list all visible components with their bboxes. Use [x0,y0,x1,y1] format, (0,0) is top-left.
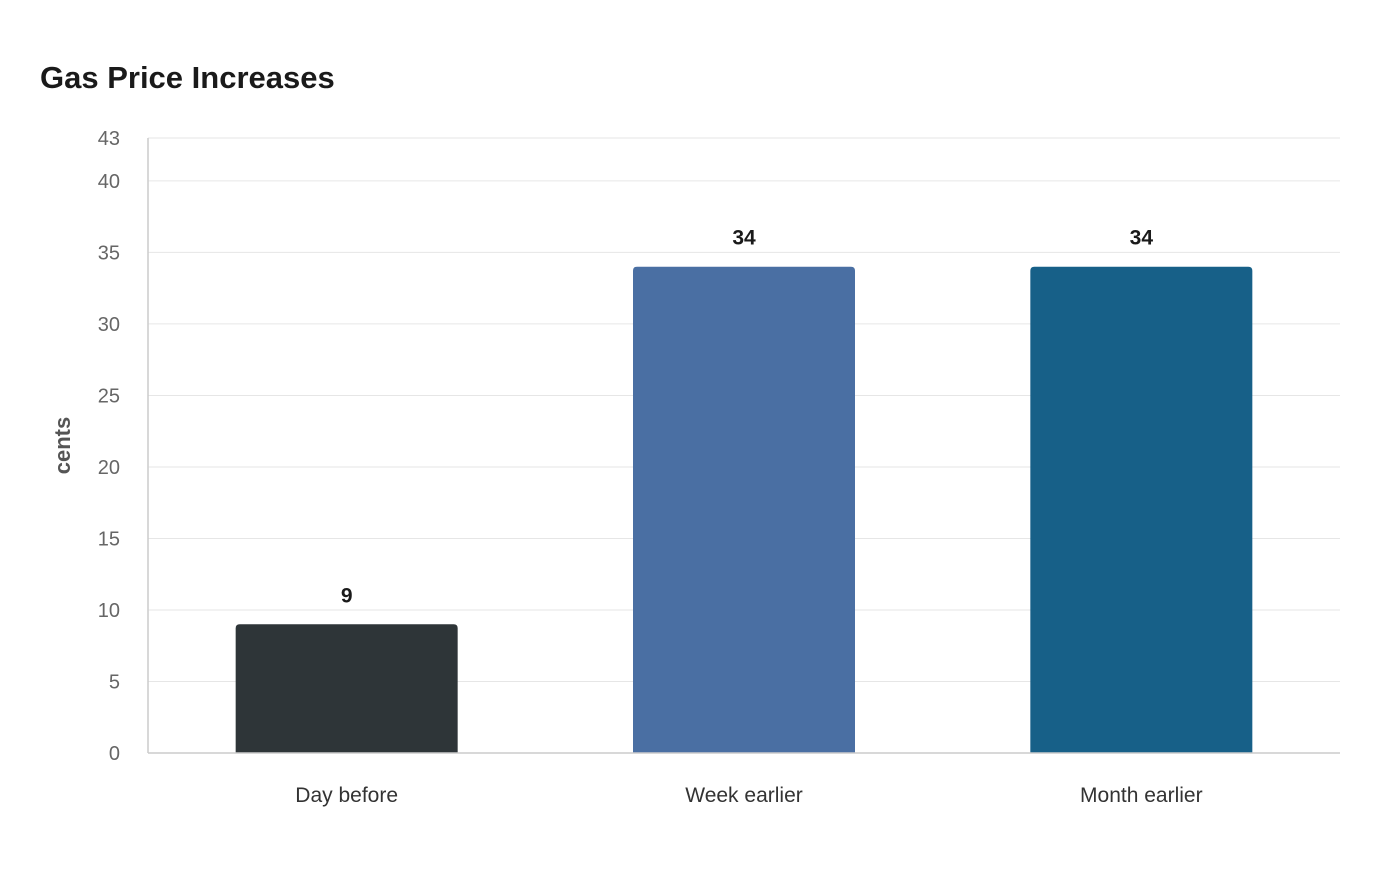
y-axis-title: cents [50,417,75,474]
x-category-label: Month earlier [1080,784,1203,807]
x-axis-categories: Day before Week earlier Month earlier [295,784,1202,807]
bar [1030,266,1253,753]
y-tick-label: 30 [98,314,120,336]
chart-title: Gas Price Increases [40,60,335,95]
data-label: 34 [1130,227,1154,250]
x-category-label: Day before [295,784,398,807]
y-tick-label: 20 [98,457,120,479]
y-tick-label: 25 [98,385,120,407]
y-axis-ticks: 0 5 10 15 20 25 30 35 40 43 [98,128,120,765]
y-tick-label: 43 [98,128,120,150]
data-label: 34 [732,227,756,250]
y-tick-label: 10 [98,600,120,622]
y-tick-label: 5 [109,671,120,693]
data-label: 9 [341,584,353,607]
y-tick-label: 0 [109,743,120,765]
data-labels: 9 34 34 [341,227,1154,608]
y-tick-label: 15 [98,528,120,550]
y-tick-label: 35 [98,242,120,264]
bar [633,266,855,753]
bar [235,624,458,753]
bars [235,266,1253,753]
x-category-label: Week earlier [685,784,803,807]
y-tick-label: 40 [98,171,120,193]
